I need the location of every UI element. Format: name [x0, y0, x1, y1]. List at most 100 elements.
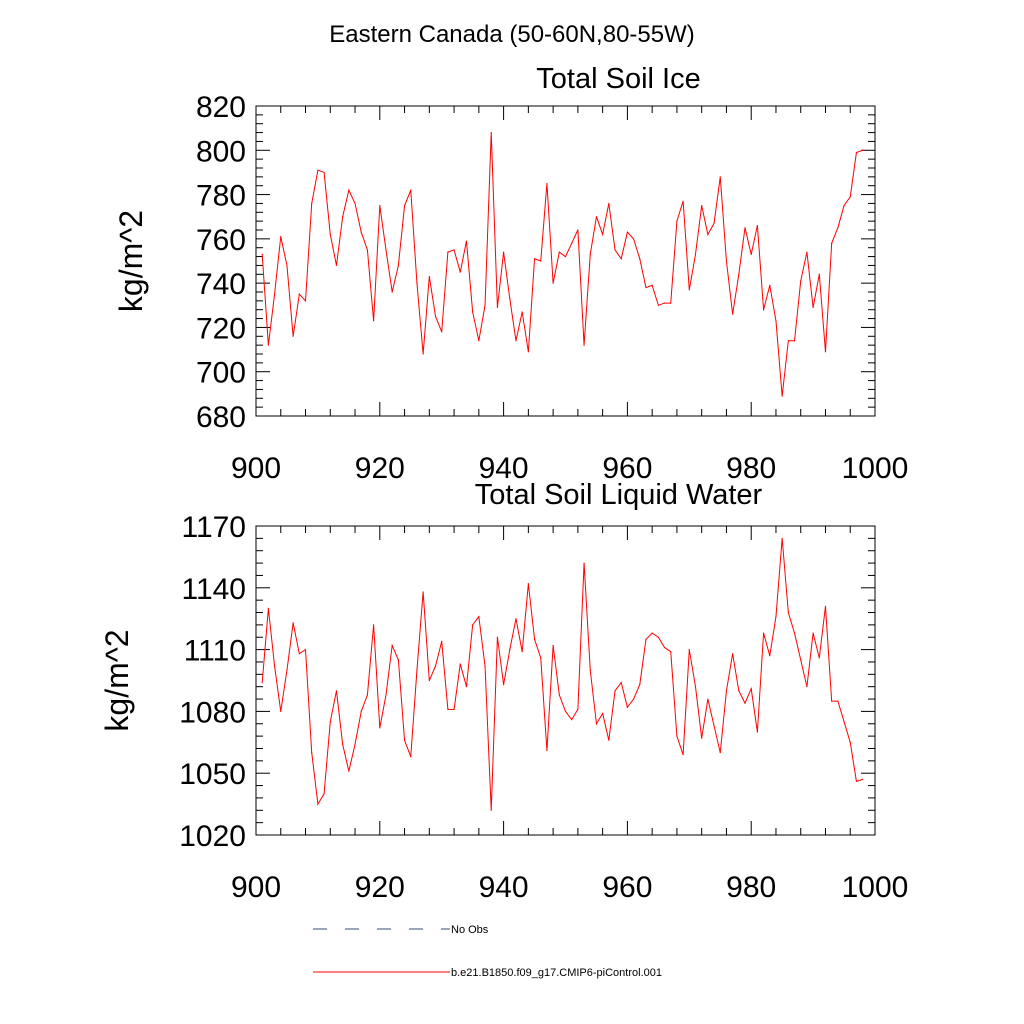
data-point: [298, 293, 300, 295]
data-point: [509, 649, 511, 651]
legend-label-1: b.e21.B1850.f09_g17.CMIP6-piControl.001: [451, 967, 662, 979]
data-point: [583, 562, 585, 564]
data-point: [577, 229, 579, 231]
data-point: [676, 735, 678, 737]
x-tick-label: 940: [479, 871, 529, 904]
data-point: [552, 282, 554, 284]
data-point: [496, 306, 499, 309]
data-point: [769, 284, 771, 286]
data-point: [354, 743, 356, 745]
data-point: [540, 260, 542, 262]
data-point: [373, 624, 375, 626]
data-point: [280, 710, 282, 713]
data-point: [335, 690, 338, 692]
data-point: [781, 537, 783, 539]
data-point: [645, 286, 647, 289]
data-point: [329, 233, 331, 236]
data-point: [769, 655, 771, 657]
data-point: [837, 700, 839, 702]
data-point: [434, 315, 437, 317]
series-line: [261, 132, 863, 397]
data-point: [750, 253, 752, 255]
legend: No Obs b.e21.B1850.f09_g17.CMIP6-piContro…: [313, 924, 662, 979]
data-point: [602, 233, 604, 236]
data-point: [410, 189, 412, 191]
data-point: [478, 616, 480, 618]
data-point: [360, 231, 362, 233]
data-point: [348, 189, 350, 191]
data-point: [503, 684, 505, 686]
data-point: [657, 304, 659, 306]
data-point: [447, 251, 449, 253]
data-point: [571, 242, 573, 244]
data-point: [515, 340, 517, 342]
data-point: [762, 632, 765, 634]
x-tick-label: 940: [479, 452, 529, 485]
data-point: [422, 353, 424, 355]
data-point: [311, 202, 313, 205]
data-point: [360, 710, 362, 713]
y-tick-label: 720: [196, 312, 246, 345]
data-point: [651, 284, 653, 286]
data-point: [800, 659, 802, 661]
data-point: [323, 793, 325, 795]
data-point: [800, 280, 802, 282]
data-point: [812, 632, 814, 634]
data-point: [490, 131, 492, 134]
data-point: [837, 227, 839, 229]
plot-frame: [255, 105, 876, 417]
plot-frame: [255, 525, 876, 836]
data-point: [756, 224, 758, 227]
data-point: [317, 169, 319, 171]
data-point: [682, 200, 684, 202]
data-point: [416, 282, 418, 284]
panel-0: Total Soil Ice kg/m^2 900 920 940 960 980 1000 6…: [113, 63, 908, 485]
y-tick-label: 820: [196, 91, 246, 124]
data-point: [824, 351, 827, 353]
data-point: [521, 311, 523, 313]
data-point: [521, 651, 523, 653]
data-point: [533, 638, 536, 640]
data-point: [707, 698, 709, 700]
data-point: [732, 653, 734, 655]
data-point: [503, 251, 505, 253]
data-point: [663, 646, 666, 649]
data-point: [688, 649, 690, 651]
data-point: [719, 176, 721, 178]
data-point: [812, 306, 814, 309]
data-point: [428, 275, 430, 278]
data-point: [261, 253, 263, 255]
data-point: [453, 249, 455, 251]
data-point: [515, 618, 517, 620]
data-point: [744, 227, 746, 229]
data-point: [280, 236, 282, 238]
data-point: [793, 632, 796, 634]
data-point: [632, 698, 635, 700]
data-point: [707, 233, 709, 236]
data-point: [329, 721, 331, 723]
data-point: [756, 731, 758, 733]
data-point: [744, 702, 746, 704]
y-tick-label: 700: [196, 357, 246, 390]
panel-1: Total Soil Liquid Water kg/m^2 900 920 940 96…: [99, 479, 908, 904]
y-axis-label: kg/m^2: [99, 629, 135, 731]
data-point: [286, 264, 288, 267]
data-point: [694, 253, 697, 255]
data-point: [620, 681, 622, 684]
data-point: [651, 632, 653, 634]
data-point: [552, 644, 554, 647]
data-point: [626, 231, 629, 233]
data-point: [379, 205, 381, 207]
data-point: [583, 344, 585, 346]
data-point: [818, 273, 820, 275]
series-points: [261, 131, 864, 397]
plots-group: Total Soil Ice kg/m^2 900 920 940 960 980 1000 6…: [99, 63, 908, 904]
data-point: [632, 238, 635, 240]
data-point: [719, 752, 721, 754]
data-point: [595, 216, 598, 218]
x-tick-label: 900: [231, 871, 281, 904]
data-point: [428, 679, 430, 682]
data-point: [614, 249, 616, 251]
data-point: [403, 739, 406, 741]
